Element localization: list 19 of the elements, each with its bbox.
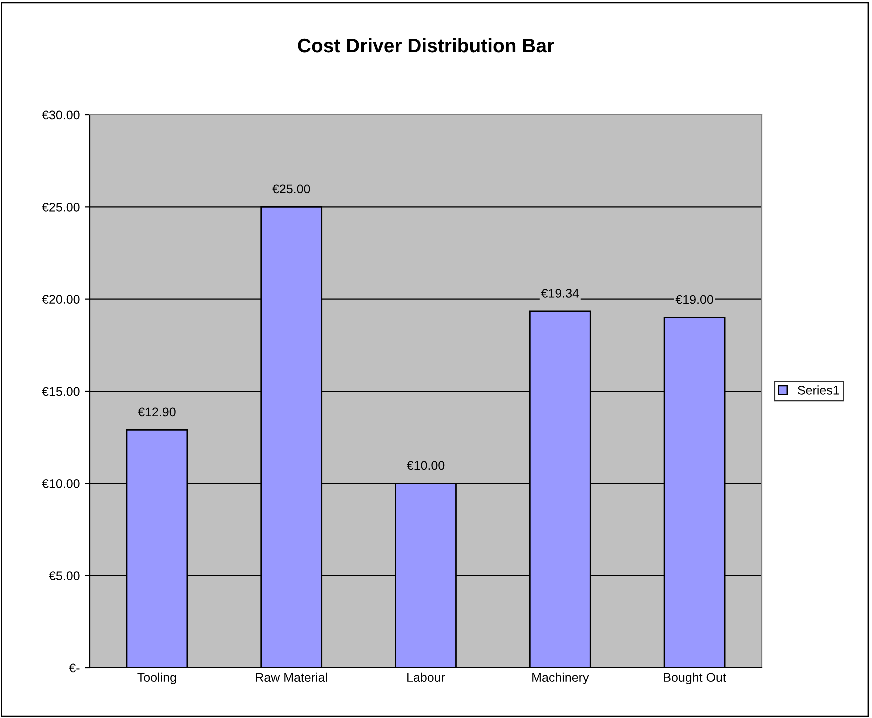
x-tick-label: Labour xyxy=(408,672,446,682)
data-label: €19.34 xyxy=(541,289,580,298)
x-tick-label: Machinery xyxy=(532,672,590,685)
data-label: €25.00 xyxy=(272,184,310,194)
y-tick-label: €15.00 xyxy=(42,387,80,396)
y-tick-label: €5.00 xyxy=(49,572,80,580)
data-label: €12.90 xyxy=(138,408,176,417)
y-tick-label: €10.00 xyxy=(42,479,80,488)
y-tick-label: €- xyxy=(69,664,80,673)
y-tick-label: €25.00 xyxy=(42,202,80,212)
x-tick-label: Tooling xyxy=(138,672,176,685)
data-label: €10.00 xyxy=(406,461,445,470)
y-tick-label: €30.00 xyxy=(42,110,80,120)
x-tick-label: Bought Out xyxy=(664,672,726,685)
data-label: €19.00 xyxy=(676,295,714,304)
x-tick-label: Raw Material xyxy=(256,672,328,682)
y-tick-label: €20.00 xyxy=(42,295,80,304)
chart-title: Cost Driver Distribution Bar xyxy=(298,38,554,53)
legend-label: Series1 xyxy=(798,386,840,395)
